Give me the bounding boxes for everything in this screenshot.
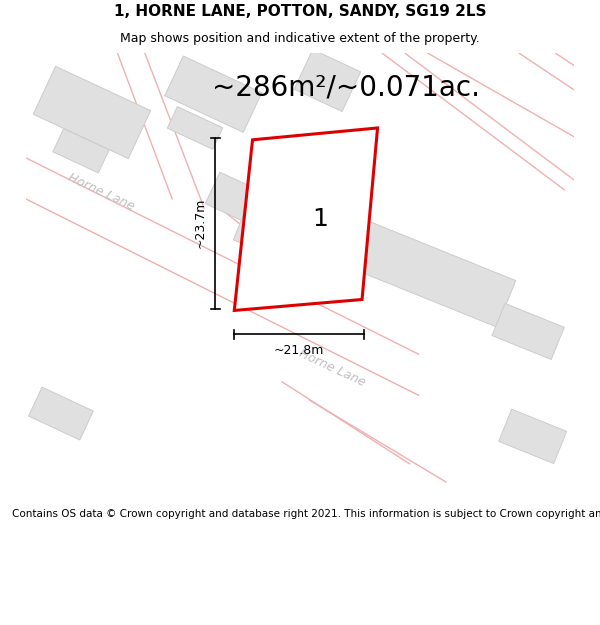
- Text: Contains OS data © Crown copyright and database right 2021. This information is : Contains OS data © Crown copyright and d…: [12, 509, 600, 519]
- Polygon shape: [234, 128, 377, 311]
- Text: ~23.7m: ~23.7m: [194, 198, 207, 249]
- Text: Horne Lane: Horne Lane: [296, 347, 367, 389]
- Text: 1, HORNE LANE, POTTON, SANDY, SG19 2LS: 1, HORNE LANE, POTTON, SANDY, SG19 2LS: [114, 4, 486, 19]
- Polygon shape: [233, 191, 376, 289]
- Text: ~286m²/~0.071ac.: ~286m²/~0.071ac.: [212, 74, 479, 102]
- Polygon shape: [165, 56, 262, 132]
- Text: Horne Lane: Horne Lane: [66, 171, 136, 213]
- Text: Map shows position and indicative extent of the property.: Map shows position and indicative extent…: [120, 32, 480, 45]
- Text: ~21.8m: ~21.8m: [274, 344, 324, 357]
- Polygon shape: [167, 107, 223, 149]
- Polygon shape: [29, 387, 94, 440]
- Polygon shape: [349, 221, 516, 327]
- Polygon shape: [294, 49, 361, 111]
- Text: 1: 1: [313, 208, 328, 231]
- Polygon shape: [499, 409, 566, 464]
- Polygon shape: [53, 129, 109, 173]
- Polygon shape: [33, 66, 151, 159]
- Polygon shape: [492, 303, 564, 359]
- Polygon shape: [205, 172, 276, 230]
